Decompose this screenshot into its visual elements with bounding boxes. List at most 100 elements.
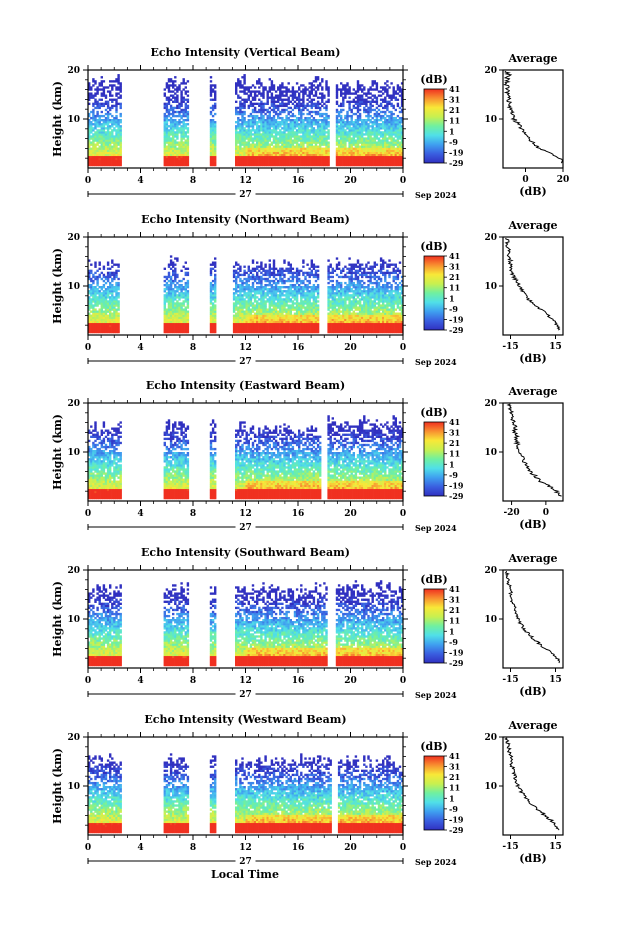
heatmap-cell (176, 329, 178, 331)
heatmap-cell (113, 327, 115, 329)
heatmap-cell (304, 152, 306, 154)
heatmap-cell (94, 331, 96, 333)
heatmap-cell (246, 300, 248, 302)
heatmap-cell (180, 329, 182, 331)
heatmap-cell (170, 146, 172, 148)
heatmap-cell (369, 141, 371, 143)
heatmap-cell (243, 158, 245, 160)
heatmap-cell (120, 82, 122, 84)
heatmap-cell (241, 115, 243, 117)
heatmap-cell (164, 284, 166, 286)
heatmap-cell (96, 131, 98, 133)
heatmap-cell (262, 109, 264, 111)
heatmap-cell (336, 92, 338, 94)
heatmap-cell (164, 135, 166, 137)
heatmap-cell (309, 162, 311, 164)
heatmap-cell (254, 121, 256, 123)
heatmap-cell (348, 156, 350, 158)
heatmap-cell (107, 304, 109, 306)
heatmap-cell (296, 152, 298, 154)
heatmap-cell (260, 286, 262, 288)
heatmap-cell (388, 129, 390, 131)
heatmap-cell (115, 272, 117, 274)
heatmap-cell (96, 101, 98, 103)
heatmap-cell (241, 274, 243, 276)
heatmap-cell (267, 164, 269, 166)
heatmap-cell (340, 109, 342, 111)
heatmap-cell (264, 133, 266, 135)
heatmap-cell (107, 164, 109, 166)
heatmap-cell (168, 144, 170, 146)
heatmap-cell (248, 292, 250, 294)
heatmap-cell (246, 133, 248, 135)
heatmap-cell (246, 86, 248, 88)
heatmap-cell (315, 80, 317, 82)
heatmap-cell (273, 327, 275, 329)
heatmap-cell (185, 135, 187, 137)
heatmap-cell (107, 123, 109, 125)
heatmap-cell (395, 119, 397, 121)
heatmap-cell (267, 135, 269, 137)
heatmap-cell (174, 304, 176, 306)
heatmap-cell (164, 92, 166, 94)
heatmap-cell (172, 127, 174, 129)
heatmap-cell (388, 144, 390, 146)
heatmap-cell (262, 319, 264, 321)
heatmap-cell (172, 294, 174, 296)
heatmap-cell (296, 154, 298, 156)
heatmap-cell (99, 158, 101, 160)
heatmap-cell (388, 141, 390, 143)
heatmap-cell (252, 259, 254, 261)
heatmap-cell (342, 146, 344, 148)
heatmap-cell (372, 154, 374, 156)
heatmap-cell (239, 319, 241, 321)
heatmap-cell (235, 262, 237, 264)
heatmap-cell (262, 294, 264, 296)
heatmap-cell (294, 121, 296, 123)
heatmap-cell (374, 129, 376, 131)
heatmap-cell (353, 135, 355, 137)
heatmap-cell (264, 302, 266, 304)
heatmap-cell (319, 152, 321, 154)
heatmap-cell (99, 150, 101, 152)
heatmap-cell (174, 325, 176, 327)
heatmap-cell (252, 306, 254, 308)
heatmap-cell (258, 319, 260, 321)
heatmap-cell (180, 306, 182, 308)
heatmap-cell (306, 109, 308, 111)
heatmap-cell (248, 308, 250, 310)
heatmap-cell (296, 162, 298, 164)
heatmap-cell (172, 95, 174, 97)
heatmap-cell (353, 123, 355, 125)
heatmap-cell (357, 141, 359, 143)
heatmap-cell (254, 315, 256, 317)
heatmap-cell (306, 88, 308, 90)
heatmap-cell (187, 162, 189, 164)
heatmap-cell (103, 154, 105, 156)
heatmap-cell (327, 162, 329, 164)
heatmap-cell (285, 164, 287, 166)
heatmap-cell (376, 125, 378, 127)
heatmap-cell (239, 148, 241, 150)
heatmap-cell (164, 146, 166, 148)
heatmap-cell (239, 84, 241, 86)
heatmap-cell (264, 286, 266, 288)
heatmap-cell (113, 139, 115, 141)
heatmap-cell (174, 131, 176, 133)
heatmap-cell (90, 302, 92, 304)
heatmap-cell (319, 109, 321, 111)
heatmap-cell (399, 137, 401, 139)
heatmap-cell (285, 117, 287, 119)
heatmap-cell (101, 139, 103, 141)
heatmap-cell (248, 152, 250, 154)
heatmap-cell (260, 125, 262, 127)
heatmap-cell (269, 97, 271, 99)
heatmap-cell (107, 329, 109, 331)
heatmap-cell (399, 135, 401, 137)
heatmap-cell (271, 88, 273, 90)
heatmap-cell (264, 284, 266, 286)
heatmap-cell (256, 282, 258, 284)
heatmap-cell (340, 105, 342, 107)
heatmap-cell (239, 325, 241, 327)
heatmap-cell (111, 137, 113, 139)
